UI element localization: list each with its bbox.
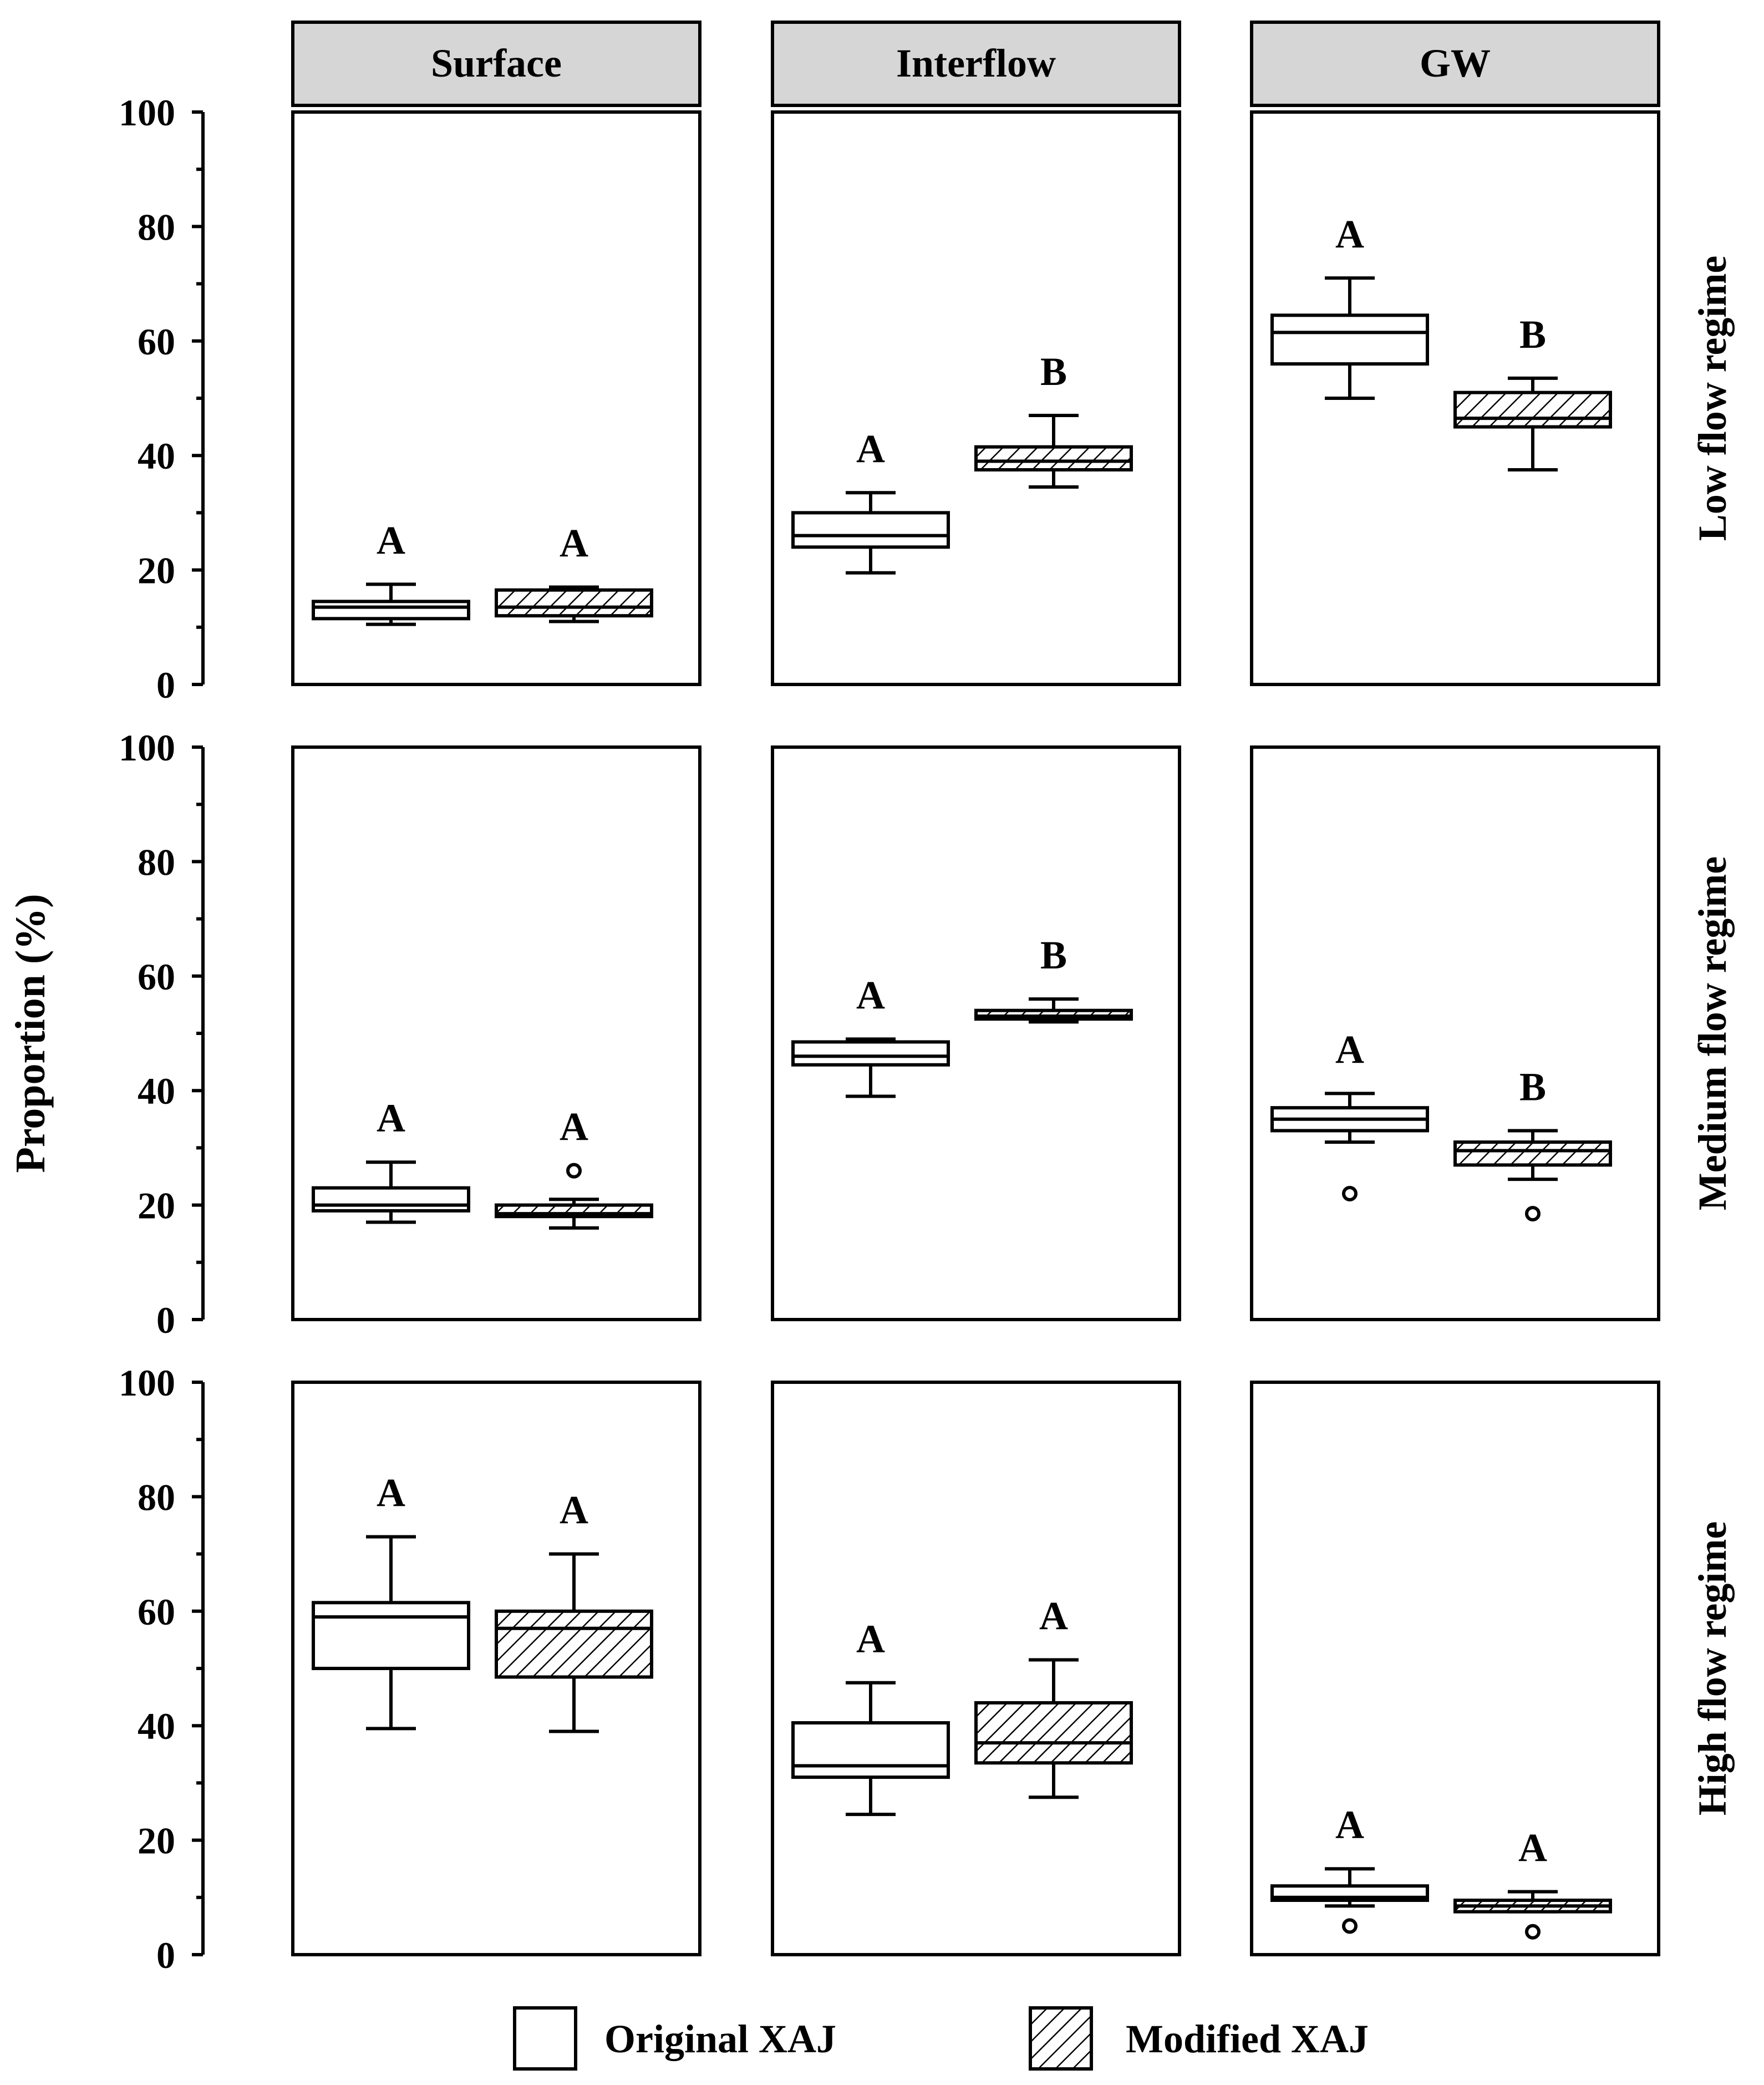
significance-letter: B (1519, 312, 1546, 357)
column-header-strip (771, 21, 1181, 107)
significance-letter: A (1039, 1594, 1068, 1638)
box-modified-xaj (495, 1609, 653, 1679)
legend-label: Original XAJ (604, 2017, 836, 2061)
box-original-xaj (312, 600, 470, 621)
significance-letter: A (377, 518, 405, 562)
significance-letter: A (377, 1471, 405, 1515)
significance-letter: A (1335, 1803, 1364, 1847)
panel-frame (291, 1381, 701, 1956)
box-modified-xaj (1453, 1140, 1612, 1167)
box-modified-xaj (495, 588, 653, 618)
legend-label: Modified XAJ (1126, 2017, 1369, 2061)
significance-letter: A (1335, 1027, 1364, 1072)
y-tick-label: 0 (156, 664, 175, 706)
panel-frame (1250, 745, 1660, 1321)
y-axis-title: Proportion (%) (7, 894, 54, 1173)
y-tick-label: 40 (138, 1705, 175, 1747)
y-tick-label: 40 (138, 435, 175, 477)
significance-letter: A (856, 973, 885, 1017)
y-tick-label: 100 (119, 1362, 175, 1404)
panel-frame (771, 1381, 1181, 1956)
significance-letter: A (1335, 212, 1364, 256)
y-tick-label: 20 (138, 1820, 175, 1862)
column-header-strip (291, 21, 701, 107)
panel-frame (291, 110, 701, 686)
y-tick-label: 80 (138, 206, 175, 248)
row-label: Low flow regime (1690, 256, 1735, 541)
y-tick-label: 60 (138, 956, 175, 998)
y-tick-label: 0 (156, 1934, 175, 1976)
legend-swatch-modified (1029, 2006, 1093, 2071)
y-tick-label: 40 (138, 1070, 175, 1112)
panel-frame (1250, 1381, 1660, 1956)
outlier-point (1342, 1185, 1358, 1201)
significance-letter: B (1519, 1064, 1546, 1109)
y-tick-label: 60 (138, 321, 175, 363)
box-modified-xaj (1453, 390, 1612, 429)
significance-letter: A (1518, 1825, 1547, 1870)
panel-frame (291, 745, 701, 1321)
column-header-label: GW (1420, 41, 1491, 85)
column-header-strip (1250, 21, 1660, 107)
y-tick-label: 100 (119, 92, 175, 134)
row-label: Medium flow regime (1690, 856, 1735, 1211)
significance-letter: B (1040, 349, 1067, 394)
y-tick-label: 60 (138, 1591, 175, 1633)
outlier-point (566, 1163, 582, 1179)
box-original-xaj (312, 1186, 470, 1213)
panel-frame (771, 745, 1181, 1321)
outlier-point (1342, 1918, 1358, 1934)
box-original-xaj (791, 1721, 950, 1779)
significance-letter: B (1040, 933, 1067, 977)
significance-letter: A (856, 427, 885, 471)
significance-letter: A (377, 1096, 405, 1140)
y-tick-label: 80 (138, 1476, 175, 1518)
significance-letter: A (560, 1488, 588, 1533)
y-tick-label: 100 (119, 727, 175, 769)
row-label: High flow regime (1690, 1521, 1735, 1816)
box-original-xaj (791, 511, 950, 549)
legend-swatch-original (513, 2006, 577, 2071)
box-modified-xaj (974, 445, 1133, 471)
box-original-xaj (312, 1601, 470, 1671)
panel-frame (771, 110, 1181, 686)
box-original-xaj (1270, 313, 1429, 366)
box-modified-xaj (974, 1701, 1133, 1765)
y-tick-label: 20 (138, 1185, 175, 1227)
y-tick-label: 80 (138, 841, 175, 883)
column-header-label: Interflow (896, 41, 1056, 85)
column-header-label: Surface (431, 41, 562, 85)
box-original-xaj (791, 1040, 950, 1067)
y-tick-label: 0 (156, 1299, 175, 1341)
chart-root: Surface Interflow GW 0 20 40 60 80 100 Low flow r… (7, 21, 1735, 2071)
significance-letter: A (560, 1105, 588, 1149)
panel-frame (1250, 110, 1660, 686)
significance-letter: A (856, 1617, 885, 1661)
outlier-point (1525, 1924, 1541, 1940)
outlier-point (1525, 1206, 1541, 1222)
significance-letter: A (560, 521, 588, 566)
y-tick-label: 20 (138, 550, 175, 592)
